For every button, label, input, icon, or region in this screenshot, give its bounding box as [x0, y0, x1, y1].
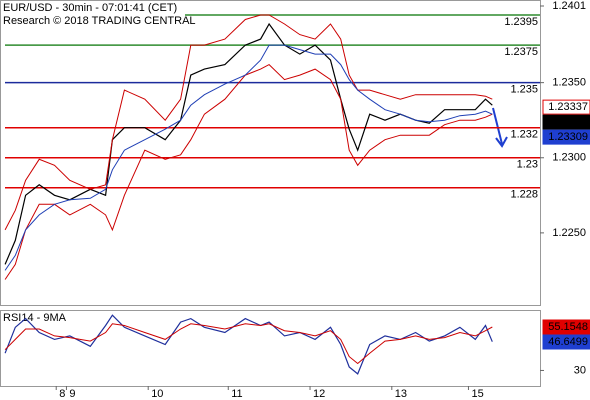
x-tick-label: 11	[231, 388, 242, 400]
value-tag	[542, 99, 590, 115]
x-tick-label: 13	[395, 388, 407, 400]
y-tick-label: 1.2350	[552, 77, 586, 89]
value-tag	[542, 114, 590, 130]
value-tag	[542, 129, 590, 145]
level-label: 1.2375	[504, 46, 538, 58]
x-tick-label: 12	[313, 388, 325, 400]
chart-subtitle: Research © 2018 TRADING CENTRAL	[3, 15, 196, 27]
series-line	[4, 314, 493, 375]
series-line	[4, 63, 493, 280]
forecast-arrow	[492, 107, 508, 148]
series-line	[4, 22, 493, 265]
value-tag	[542, 319, 590, 335]
value-tag-label: 1.23313	[548, 116, 588, 128]
y-tick-label: 1.2401	[552, 0, 586, 12]
x-tick-label: 9	[69, 388, 75, 400]
series-line	[4, 14, 493, 231]
series-line	[4, 44, 493, 271]
x-tick-label: 10	[151, 388, 163, 400]
series-line	[4, 323, 493, 365]
x-tick-label: 8	[59, 388, 65, 400]
level-label: 1.23	[517, 159, 538, 171]
value-tag-label: 1.23337	[548, 101, 588, 113]
y-tick-label: 30	[574, 364, 586, 376]
value-tag	[542, 334, 590, 350]
level-label: 1.235	[510, 84, 538, 96]
price-panel	[0, 0, 541, 306]
rsi-panel	[0, 310, 541, 387]
level-label: 1.232	[510, 129, 538, 141]
value-tag-label: 46.6499	[548, 336, 588, 348]
chart-title: EUR/USD - 30min - 07:01:41 (CET)	[3, 2, 177, 14]
y-tick-label: 1.2300	[552, 152, 586, 164]
x-tick-label: 15	[471, 388, 483, 400]
level-label: 1.2395	[504, 16, 538, 28]
value-tag-label: 1.23309	[548, 131, 588, 143]
y-tick-label: 1.2250	[552, 227, 586, 239]
value-tag-label: 55.1548	[548, 321, 588, 333]
level-label: 1.228	[510, 189, 538, 201]
rsi-title: RSI14 - 9MA	[3, 312, 67, 324]
